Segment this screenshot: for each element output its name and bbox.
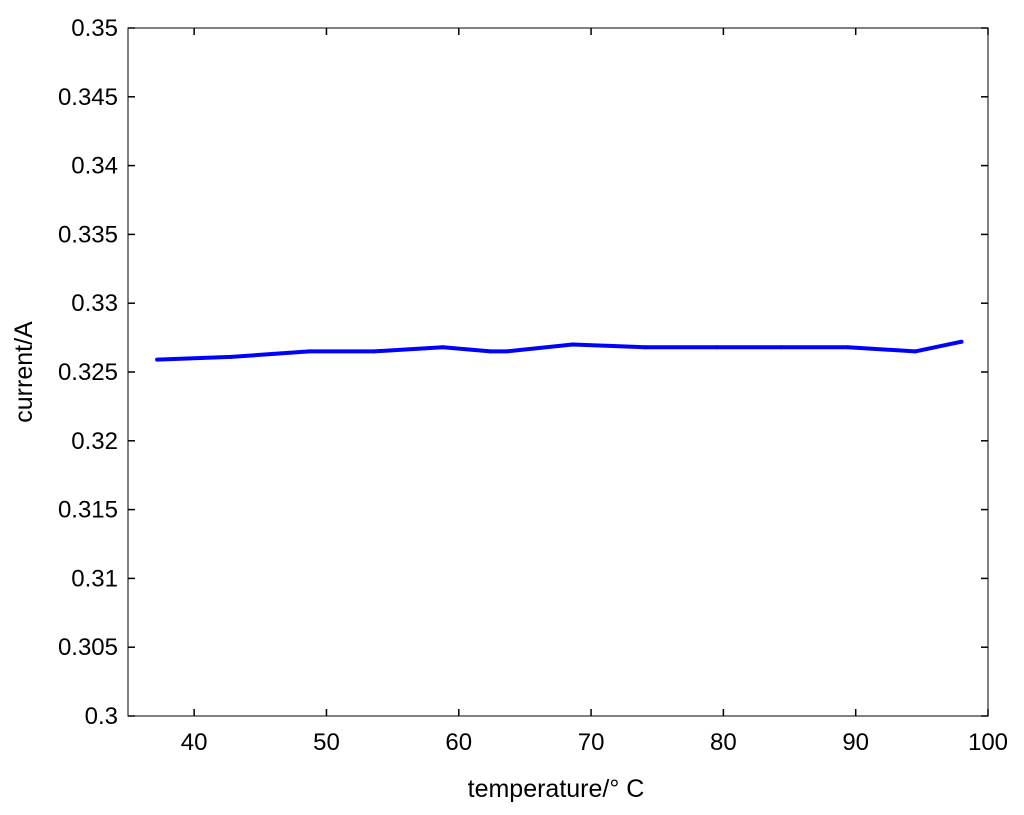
data-point	[959, 339, 964, 344]
data-point	[845, 345, 850, 350]
y-tick-label: 0.305	[58, 634, 118, 661]
data-point	[570, 342, 575, 347]
data-point	[155, 357, 160, 362]
y-tick-label: 0.335	[58, 221, 118, 248]
x-tick-label: 80	[710, 729, 737, 756]
y-tick-label: 0.345	[58, 84, 118, 111]
x-axis-ticks: 40 50 60 70 80 90 100	[181, 28, 1008, 756]
y-axis-ticks: 0.3 0.305 0.31 0.315 0.32 0.325 0.33 0.335 0.34 0…	[58, 15, 988, 730]
x-tick-label: 40	[181, 729, 208, 756]
y-tick-label: 0.31	[71, 565, 118, 592]
x-tick-label: 70	[578, 729, 605, 756]
data-point	[229, 354, 234, 359]
y-tick-label: 0.32	[71, 428, 118, 455]
data-point	[307, 349, 312, 354]
y-tick-label: 0.325	[58, 359, 118, 386]
data-point	[372, 349, 377, 354]
y-tick-label: 0.315	[58, 497, 118, 524]
x-axis-title: temperature/° C	[468, 775, 645, 803]
data-point	[779, 345, 784, 350]
series-layer	[155, 339, 964, 362]
x-tick-label: 100	[968, 729, 1008, 756]
y-tick-label: 0.34	[71, 153, 118, 180]
y-tick-label: 0.35	[71, 15, 118, 42]
x-tick-label: 60	[445, 729, 472, 756]
x-tick-label: 50	[313, 729, 340, 756]
plot-area	[127, 27, 989, 717]
x-tick-label: 90	[842, 729, 869, 756]
series-line	[157, 339, 962, 362]
data-point	[440, 345, 445, 350]
y-tick-label: 0.3	[85, 703, 118, 730]
data-point	[504, 349, 509, 354]
data-point	[643, 345, 648, 350]
data-point	[714, 345, 719, 350]
y-tick-label: 0.33	[71, 290, 118, 317]
y-axis-title: current/A	[10, 321, 38, 423]
data-point	[913, 349, 918, 354]
data-point	[488, 349, 493, 354]
